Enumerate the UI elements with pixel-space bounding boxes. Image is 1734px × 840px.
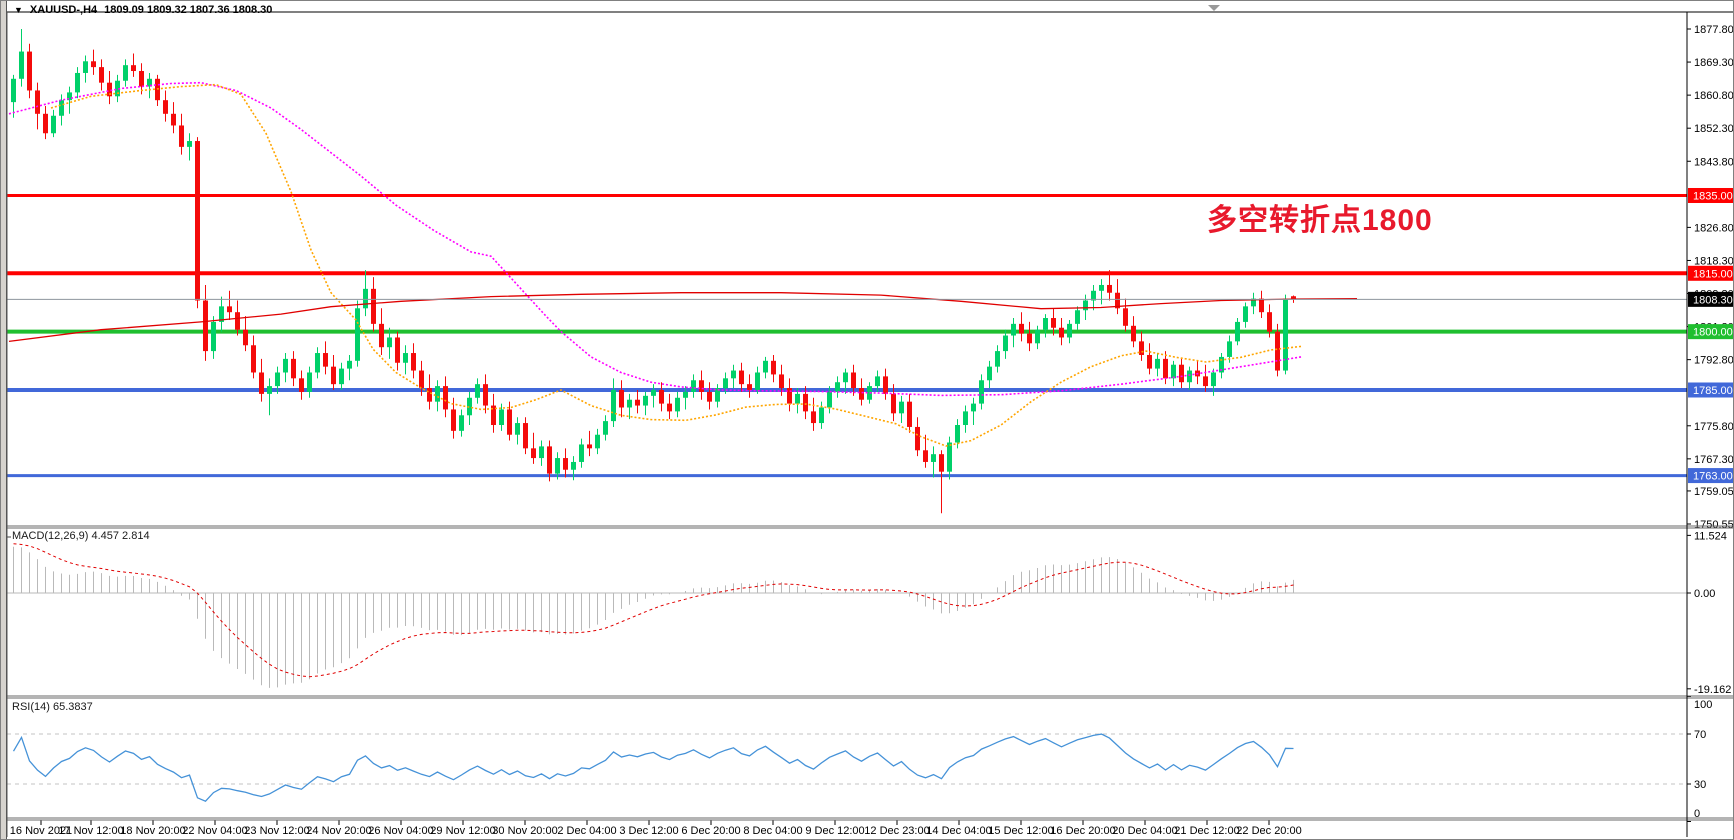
- svg-text:17 Nov 12:00: 17 Nov 12:00: [58, 825, 123, 837]
- svg-text:16 Dec 20:00: 16 Dec 20:00: [1050, 825, 1115, 837]
- svg-text:1815.00: 1815.00: [1693, 268, 1733, 280]
- symbol-caret-icon[interactable]: ▼: [14, 5, 23, 15]
- svg-text:1808.30: 1808.30: [1693, 294, 1733, 306]
- svg-text:30 Nov 20:00: 30 Nov 20:00: [492, 825, 557, 837]
- svg-text:1852.30: 1852.30: [1694, 123, 1734, 135]
- shift-marker-icon: [1208, 5, 1220, 11]
- rsi-panel: [7, 733, 1687, 802]
- svg-text:12 Dec 23:00: 12 Dec 23:00: [864, 825, 929, 837]
- svg-text:1775.80: 1775.80: [1694, 421, 1734, 433]
- rsi-line: [12, 733, 1294, 802]
- svg-text:1763.00: 1763.00: [1693, 471, 1733, 483]
- svg-text:1835.00: 1835.00: [1693, 190, 1733, 202]
- svg-text:1818.30: 1818.30: [1694, 255, 1734, 267]
- chinese-annotation-text: 多空转折点1800: [1207, 204, 1433, 237]
- price-tag: [1688, 187, 1733, 203]
- price-tag: [1688, 324, 1733, 340]
- svg-text:15 Dec 12:00: 15 Dec 12:00: [988, 825, 1053, 837]
- macd-panel: [7, 536, 1687, 688]
- svg-text:1785.00: 1785.00: [1693, 385, 1733, 397]
- price-tag: [1688, 468, 1733, 484]
- chart-title-bar: ▼ XAUUSD-,H4 1809.09 1809.32 1807.36 180…: [14, 4, 272, 16]
- candles-layer: [11, 29, 1296, 514]
- svg-text:-19.162: -19.162: [1694, 684, 1731, 696]
- svg-text:2 Dec 04:00: 2 Dec 04:00: [557, 825, 616, 837]
- horizontal-levels-layer: [7, 193, 1687, 478]
- price-tag: [1688, 291, 1733, 307]
- svg-text:18 Nov 20:00: 18 Nov 20:00: [120, 825, 185, 837]
- svg-text:1750.55: 1750.55: [1694, 519, 1734, 531]
- svg-text:1826.80: 1826.80: [1694, 222, 1734, 234]
- svg-text:1877.80: 1877.80: [1694, 24, 1734, 36]
- svg-text:0.00: 0.00: [1694, 588, 1715, 600]
- overlay-lines-layer: [7, 5, 1687, 300]
- panel-borders: [6, 11, 1733, 837]
- svg-text:1869.30: 1869.30: [1694, 57, 1734, 69]
- svg-text:3 Dec 12:00: 3 Dec 12:00: [619, 825, 678, 837]
- svg-text:70: 70: [1694, 729, 1706, 741]
- ohlc-readout: 1809.09 1809.32 1807.36 1808.30: [104, 4, 273, 16]
- symbol-timeframe-label: XAUUSD-,H4: [29, 4, 98, 16]
- svg-text:20 Dec 04:00: 20 Dec 04:00: [1112, 825, 1177, 837]
- svg-text:29 Nov 12:00: 29 Nov 12:00: [430, 825, 495, 837]
- svg-text:1800.00: 1800.00: [1693, 327, 1733, 339]
- price-axis[interactable]: 1877.80 1869.30 1860.80 1852.30 1843.80 1826.…: [1687, 24, 1734, 822]
- svg-text:26 Nov 04:00: 26 Nov 04:00: [368, 825, 433, 837]
- svg-text:1792.80: 1792.80: [1694, 355, 1734, 367]
- svg-text:22 Nov 04:00: 22 Nov 04:00: [182, 825, 247, 837]
- svg-text:1860.80: 1860.80: [1694, 90, 1734, 102]
- svg-text:21 Dec 12:00: 21 Dec 12:00: [1174, 825, 1239, 837]
- moving-averages-layer: [8, 81, 1358, 447]
- price-tag: [1688, 265, 1733, 281]
- svg-text:24 Nov 20:00: 24 Nov 20:00: [306, 825, 371, 837]
- price-tag: [1688, 382, 1733, 398]
- svg-text:23 Nov 12:00: 23 Nov 12:00: [244, 825, 309, 837]
- svg-text:1759.05: 1759.05: [1694, 486, 1734, 498]
- svg-text:1767.30: 1767.30: [1694, 454, 1734, 466]
- rsi-indicator-label: RSI(14) 65.3837: [12, 701, 93, 713]
- ma-magenta-slow: [8, 81, 1302, 397]
- svg-text:22 Dec 20:00: 22 Dec 20:00: [1236, 825, 1301, 837]
- svg-text:0: 0: [1694, 808, 1700, 820]
- ma-orange-mid: [50, 83, 1302, 447]
- svg-text:14 Dec 04:00: 14 Dec 04:00: [926, 825, 991, 837]
- svg-text:1843.80: 1843.80: [1694, 156, 1734, 168]
- svg-text:11.524: 11.524: [1694, 530, 1727, 542]
- ma-red-slow: [8, 292, 1358, 343]
- svg-text:8 Dec 04:00: 8 Dec 04:00: [743, 825, 802, 837]
- svg-text:9 Dec 12:00: 9 Dec 12:00: [805, 825, 864, 837]
- svg-text:30: 30: [1694, 779, 1706, 791]
- macd-indicator-label: MACD(12,26,9) 4.457 2.814: [12, 530, 150, 542]
- svg-text:6 Dec 20:00: 6 Dec 20:00: [681, 825, 740, 837]
- svg-text:16 Nov 2021: 16 Nov 2021: [10, 825, 72, 837]
- svg-text:100: 100: [1694, 699, 1712, 711]
